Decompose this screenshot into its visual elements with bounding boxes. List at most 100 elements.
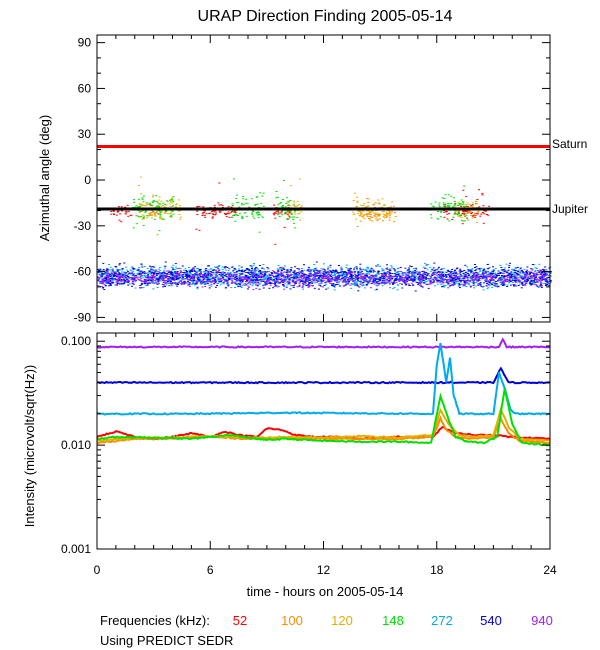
scatter-point xyxy=(438,280,441,282)
scatter-point xyxy=(170,211,173,213)
scatter-point xyxy=(99,270,102,272)
scatter-point xyxy=(476,211,479,213)
scatter-point xyxy=(132,272,135,274)
scatter-point xyxy=(168,285,171,287)
scatter-point xyxy=(246,203,249,205)
scatter-point xyxy=(111,279,114,281)
scatter-point xyxy=(170,215,173,217)
scatter-point xyxy=(259,283,262,285)
scatter-point xyxy=(131,275,134,277)
scatter-point xyxy=(241,276,244,278)
scatter-point xyxy=(272,276,275,278)
scatter-point xyxy=(204,273,207,275)
scatter-point xyxy=(127,275,129,277)
scatter-point xyxy=(194,284,197,286)
scatter-point xyxy=(526,278,528,280)
scatter-point xyxy=(442,274,444,276)
scatter-point xyxy=(169,213,172,215)
scatter-point xyxy=(101,279,104,281)
scatter-point xyxy=(471,217,474,219)
scatter-point xyxy=(534,267,537,269)
scatter-point xyxy=(210,282,213,283)
scatter-point xyxy=(137,210,140,212)
scatter-point xyxy=(311,282,314,284)
scatter-point xyxy=(258,231,261,233)
scatter-point xyxy=(529,281,531,283)
scatter-point xyxy=(472,215,475,217)
scatter-point xyxy=(210,273,213,275)
scatter-point xyxy=(455,277,458,279)
scatter-point xyxy=(493,282,496,284)
scatter-point xyxy=(290,285,293,287)
scatter-point xyxy=(227,206,230,208)
scatter-point xyxy=(187,278,190,280)
scatter-point xyxy=(325,288,328,290)
scatter-point xyxy=(227,284,230,286)
scatter-point xyxy=(474,269,477,271)
scatter-point xyxy=(169,277,172,279)
scatter-point xyxy=(277,265,280,267)
scatter-point xyxy=(163,278,165,280)
scatter-point xyxy=(148,272,151,274)
scatter-point xyxy=(300,205,303,207)
scatter-point xyxy=(454,203,457,205)
scatter-point xyxy=(251,213,254,215)
scatter-point xyxy=(143,272,146,274)
scatter-point xyxy=(277,269,280,271)
scatter-point xyxy=(216,285,219,286)
scatter-point xyxy=(439,276,442,278)
scatter-point xyxy=(496,280,499,282)
scatter-point xyxy=(401,274,404,276)
scatter-point xyxy=(101,286,104,288)
scatter-point xyxy=(255,212,258,213)
scatter-point xyxy=(233,269,236,271)
scatter-point xyxy=(247,283,249,284)
scatter-point xyxy=(375,281,378,283)
scatter-point xyxy=(266,271,269,273)
scatter-point xyxy=(453,204,456,206)
scatter-point xyxy=(271,273,274,275)
scatter-point xyxy=(278,282,281,284)
scatter-point xyxy=(162,202,165,204)
scatter-point xyxy=(151,266,154,268)
scatter-point xyxy=(533,283,536,285)
scatter-point xyxy=(308,274,311,275)
scatter-point xyxy=(444,194,447,196)
scatter-point xyxy=(522,276,525,278)
scatter-point xyxy=(362,215,365,217)
scatter-point xyxy=(494,278,497,279)
scatter-point xyxy=(226,283,229,285)
scatter-point xyxy=(543,273,546,275)
scatter-point xyxy=(213,211,216,213)
scatter-point xyxy=(290,267,293,269)
scatter-point xyxy=(301,285,304,287)
scatter-point xyxy=(171,210,174,212)
scatter-point xyxy=(142,216,145,218)
scatter-point xyxy=(441,275,444,277)
scatter-point xyxy=(361,276,364,278)
scatter-point xyxy=(263,273,266,275)
scatter-point xyxy=(152,199,155,201)
scatter-point xyxy=(178,276,181,278)
scatter-point xyxy=(202,206,205,208)
scatter-point xyxy=(352,280,355,282)
scatter-point xyxy=(536,285,539,287)
scatter-point xyxy=(377,273,380,275)
scatter-point xyxy=(489,275,492,277)
scatter-point xyxy=(406,279,409,280)
scatter-point xyxy=(500,284,502,286)
scatter-point xyxy=(201,286,204,288)
scatter-point xyxy=(465,276,468,278)
scatter-point xyxy=(399,275,402,277)
scatter-point xyxy=(284,206,287,208)
scatter-point xyxy=(189,270,192,272)
scatter-point xyxy=(379,276,382,278)
scatter-point xyxy=(509,277,512,279)
scatter-point xyxy=(220,280,223,282)
scatter-point xyxy=(153,266,156,268)
scatter-point xyxy=(221,272,224,274)
scatter-point xyxy=(526,271,528,273)
scatter-point xyxy=(326,277,329,279)
scatter-point xyxy=(254,204,257,206)
scatter-point xyxy=(142,275,145,277)
